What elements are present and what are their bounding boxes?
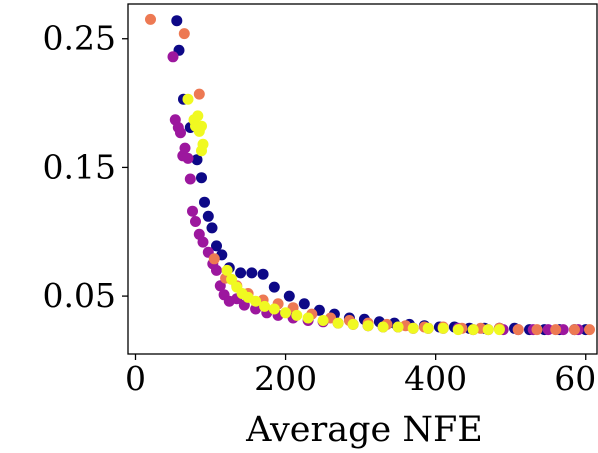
data-point — [298, 298, 310, 310]
x-tick-label: 200 — [254, 359, 317, 398]
y-axis-ticks: 0.05 0.15 0.25 — [43, 19, 128, 315]
data-point — [531, 324, 543, 336]
data-point — [235, 267, 247, 279]
data-point — [196, 120, 207, 132]
data-point — [184, 173, 196, 185]
data-points — [145, 13, 595, 336]
data-point — [178, 28, 190, 40]
data-point — [422, 322, 434, 334]
x-tick-label: 600 — [554, 359, 598, 398]
data-point — [377, 321, 389, 333]
data-point — [512, 324, 524, 336]
x-axis-ticks: 0 200 400 600 — [125, 354, 598, 398]
data-point — [347, 318, 359, 330]
data-point — [291, 309, 303, 321]
data-point — [584, 324, 595, 336]
data-point — [493, 324, 505, 336]
data-point — [214, 280, 226, 292]
data-point — [193, 88, 205, 100]
data-point — [175, 127, 186, 139]
data-point — [190, 216, 201, 227]
data-point — [167, 51, 179, 63]
data-point — [211, 240, 222, 252]
data-point — [197, 236, 209, 248]
data-point — [437, 322, 449, 334]
data-point — [192, 110, 204, 122]
data-point — [452, 324, 464, 336]
data-point — [246, 267, 258, 279]
data-point — [221, 264, 233, 276]
data-point — [259, 300, 271, 312]
data-point — [569, 324, 580, 336]
data-point — [250, 295, 262, 307]
data-point — [211, 264, 222, 276]
data-point — [191, 154, 203, 166]
data-point — [206, 222, 218, 234]
data-point — [226, 273, 238, 285]
x-axis-label: Average NFE — [245, 410, 483, 450]
data-point — [182, 93, 194, 105]
data-point — [362, 320, 374, 332]
data-point — [179, 142, 191, 154]
plot-area-frame — [127, 3, 598, 355]
data-point — [208, 253, 220, 265]
data-point — [202, 210, 214, 222]
data-point — [302, 312, 314, 324]
data-point — [550, 324, 562, 336]
data-point — [171, 15, 183, 27]
x-tick-label: 0 — [125, 359, 146, 398]
data-point — [199, 196, 210, 208]
data-point — [145, 13, 156, 25]
data-point — [467, 324, 479, 336]
x-tick-label: 400 — [404, 359, 467, 398]
data-point — [250, 303, 262, 315]
data-point — [187, 205, 198, 217]
data-point — [317, 315, 329, 326]
data-point — [196, 145, 207, 157]
data-point — [182, 152, 194, 164]
data-point — [257, 268, 269, 280]
data-point — [332, 317, 344, 329]
y-tick-label: 0.15 — [43, 147, 116, 186]
data-point — [482, 324, 494, 336]
data-point — [392, 321, 404, 333]
y-tick-label: 0.25 — [43, 19, 116, 58]
y-tick-label: 0.05 — [43, 276, 116, 315]
data-point — [268, 281, 280, 293]
data-point — [196, 172, 207, 184]
data-point — [280, 307, 292, 319]
data-point — [283, 290, 295, 302]
data-point — [407, 322, 419, 334]
data-point — [268, 303, 280, 315]
